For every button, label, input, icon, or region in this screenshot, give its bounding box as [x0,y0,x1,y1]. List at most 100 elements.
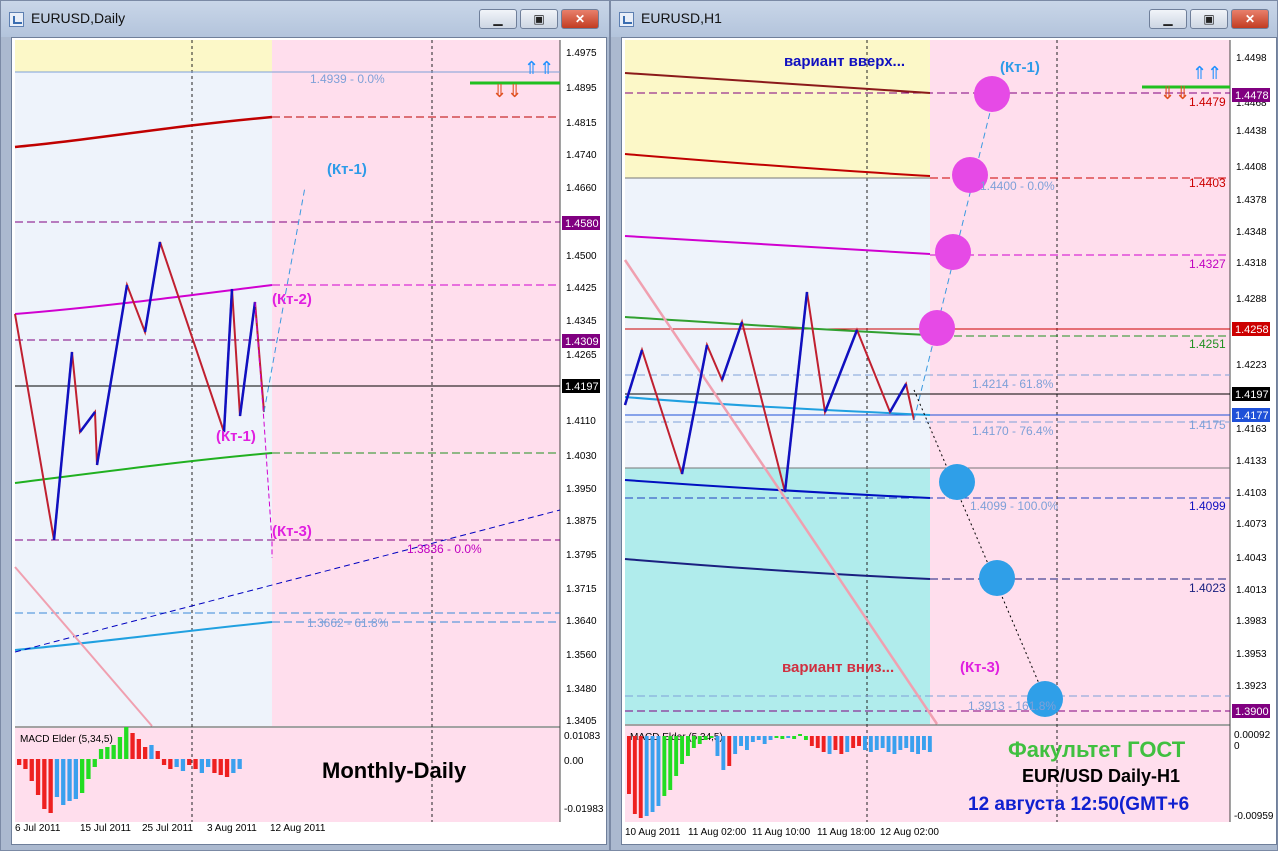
annot-kt3: (Кт-3) [960,659,1000,676]
macd-bar [733,736,738,754]
price-zigzag-up [623,349,644,406]
light-zone [15,72,272,726]
macd-bar [880,736,885,748]
macd-top: 0.01083 [564,731,601,742]
price-tick-label: 1.3953 [1236,649,1267,660]
price-badge-label: 1.4478 [1235,90,1269,102]
price-tick-label: 1.4103 [1236,488,1267,499]
variant-down-label: вариант вниз... [782,659,894,676]
current-price-label: 1.4197 [565,381,599,393]
faculty-title: Факультет ГОСТ [1008,737,1186,762]
price-zigzag-up [238,301,257,417]
macd-bar [650,736,655,812]
minimize-button[interactable]: ▁ [479,9,517,29]
macd-panel [15,728,560,822]
left-chart-svg: ⇓⇓ ⇑⇑ (Кт-1) (Кт-2) (Кт-1) (Кт-3) 1.4939… [14,40,604,834]
price-tick-label: 1.4468 [1236,98,1267,109]
price-tick-label: 1.4288 [1236,294,1267,305]
fib-label: 1.3913 - 161.8% [968,699,1056,713]
fib-label: 1.4214 - 61.8% [972,377,1054,391]
price-tick-label: 1.3480 [566,684,597,695]
macd-bar [206,759,211,767]
macd-bar [29,759,34,781]
current-price-badge [1232,387,1270,401]
left-chart-area[interactable]: ⇓⇓ ⇑⇑ (Кт-1) (Кт-2) (Кт-1) (Кт-3) 1.4939… [11,37,607,845]
price-tick-label: 1.3875 [566,516,597,527]
close-button[interactable]: ✕ [1231,9,1269,29]
date-label: 11 Aug 10:00 [752,827,811,838]
macd-bar [686,736,690,756]
right-chart-window[interactable]: EURUSD,H1 ▁ ▣ ✕ [610,0,1278,851]
fib-label: 1.4170 - 76.4% [972,424,1054,438]
minimize-button[interactable]: ▁ [1149,9,1187,29]
macd-bar [845,736,850,752]
macd-bar [218,759,223,775]
macd-bar [23,759,28,769]
left-price-axis: 1.4975 1.4895 1.4815 1.4740 1.4660 1.4500 1.44… [566,48,597,727]
macd-bar [697,736,702,744]
fib-top-label: 1.4939 - 0.0% [310,72,385,86]
macd-bar [857,736,861,746]
level-label: 1.4403 [1189,176,1226,190]
macd-bar [111,745,116,759]
right-titlebar[interactable]: EURUSD,H1 ▁ ▣ ✕ [611,1,1277,37]
right-chart-area[interactable]: ⇓⇓ ⇑⇑ вариант вверх... (Кт-1) вариант вн… [621,37,1277,845]
macd-bar [174,759,179,767]
date-label: 25 Jul 2011 [142,823,193,834]
left-titlebar[interactable]: EURUSD,Daily ▁ ▣ ✕ [1,1,609,37]
macd-bar [80,759,85,793]
macd-bar [67,759,72,801]
macd-bar [821,736,826,752]
pink-trend-line [623,259,939,725]
macd-bar [662,736,667,796]
macd-bar [851,736,856,748]
restore-button[interactable]: ▣ [1190,9,1228,29]
restore-button[interactable]: ▣ [520,9,558,29]
left-chart-window[interactable]: EURUSD,Daily ▁ ▣ ✕ [0,0,610,851]
macd-bar [42,759,47,809]
close-button[interactable]: ✕ [561,9,599,29]
chart-window-icon [9,12,24,27]
left-window-title: EURUSD,Daily [31,10,126,26]
fib-mid-label: 1.3836 - 0.0% [407,542,482,556]
buy-arrows-icon: ⇑⇑ [524,58,554,78]
macd-bar [910,736,915,752]
price-tick-label: 1.4740 [566,150,597,161]
chart-window-icon [619,12,634,27]
level-label: 1.4479 [1189,95,1226,109]
macd-bar [898,736,903,750]
price-tick-label: 1.4013 [1236,585,1267,596]
price-zigzag-up [95,284,129,466]
buy-arrows-icon: ⇑⇑ [1192,63,1222,83]
date-label: 3 Aug 2011 [207,823,257,834]
macd-bar [61,759,66,805]
date-label: 11 Aug 02:00 [688,827,747,838]
macd-bar [786,736,791,738]
price-tick-label: 1.3715 [566,584,597,595]
future-zone [272,40,560,726]
price-badge [1232,322,1270,336]
price-zigzag-up [79,411,96,433]
price-tick-label: 1.3560 [566,650,597,661]
date-label: 6 Jul 2011 [15,823,61,834]
price-tick-label: 1.4073 [1236,519,1267,530]
macd-bar [627,736,631,794]
price-tick-label: 1.3983 [1236,616,1267,627]
annot-kt1-up: (Кт-1) [327,161,367,178]
target-circle-up [919,310,955,346]
cyan-zone [625,468,930,724]
magenta-ma [14,284,273,315]
price-zigzag-up [783,291,809,493]
price-tick-label: 1.4378 [1236,195,1267,206]
macd-bar [809,736,814,746]
price-zigzag-up [52,351,74,541]
trend-line [14,509,561,653]
date-label: 11 Aug 18:00 [817,827,876,838]
price-zigzag-up [143,241,162,333]
right-price-axis: 1.4498 1.4468 1.4438 1.4408 1.4378 1.4348 1.43… [1236,53,1267,692]
macd-bar [632,736,637,814]
target-circle-down [939,464,975,500]
macd-bar [922,736,926,750]
level-label: 1.4251 [1189,337,1226,351]
macd-bar [168,759,173,769]
